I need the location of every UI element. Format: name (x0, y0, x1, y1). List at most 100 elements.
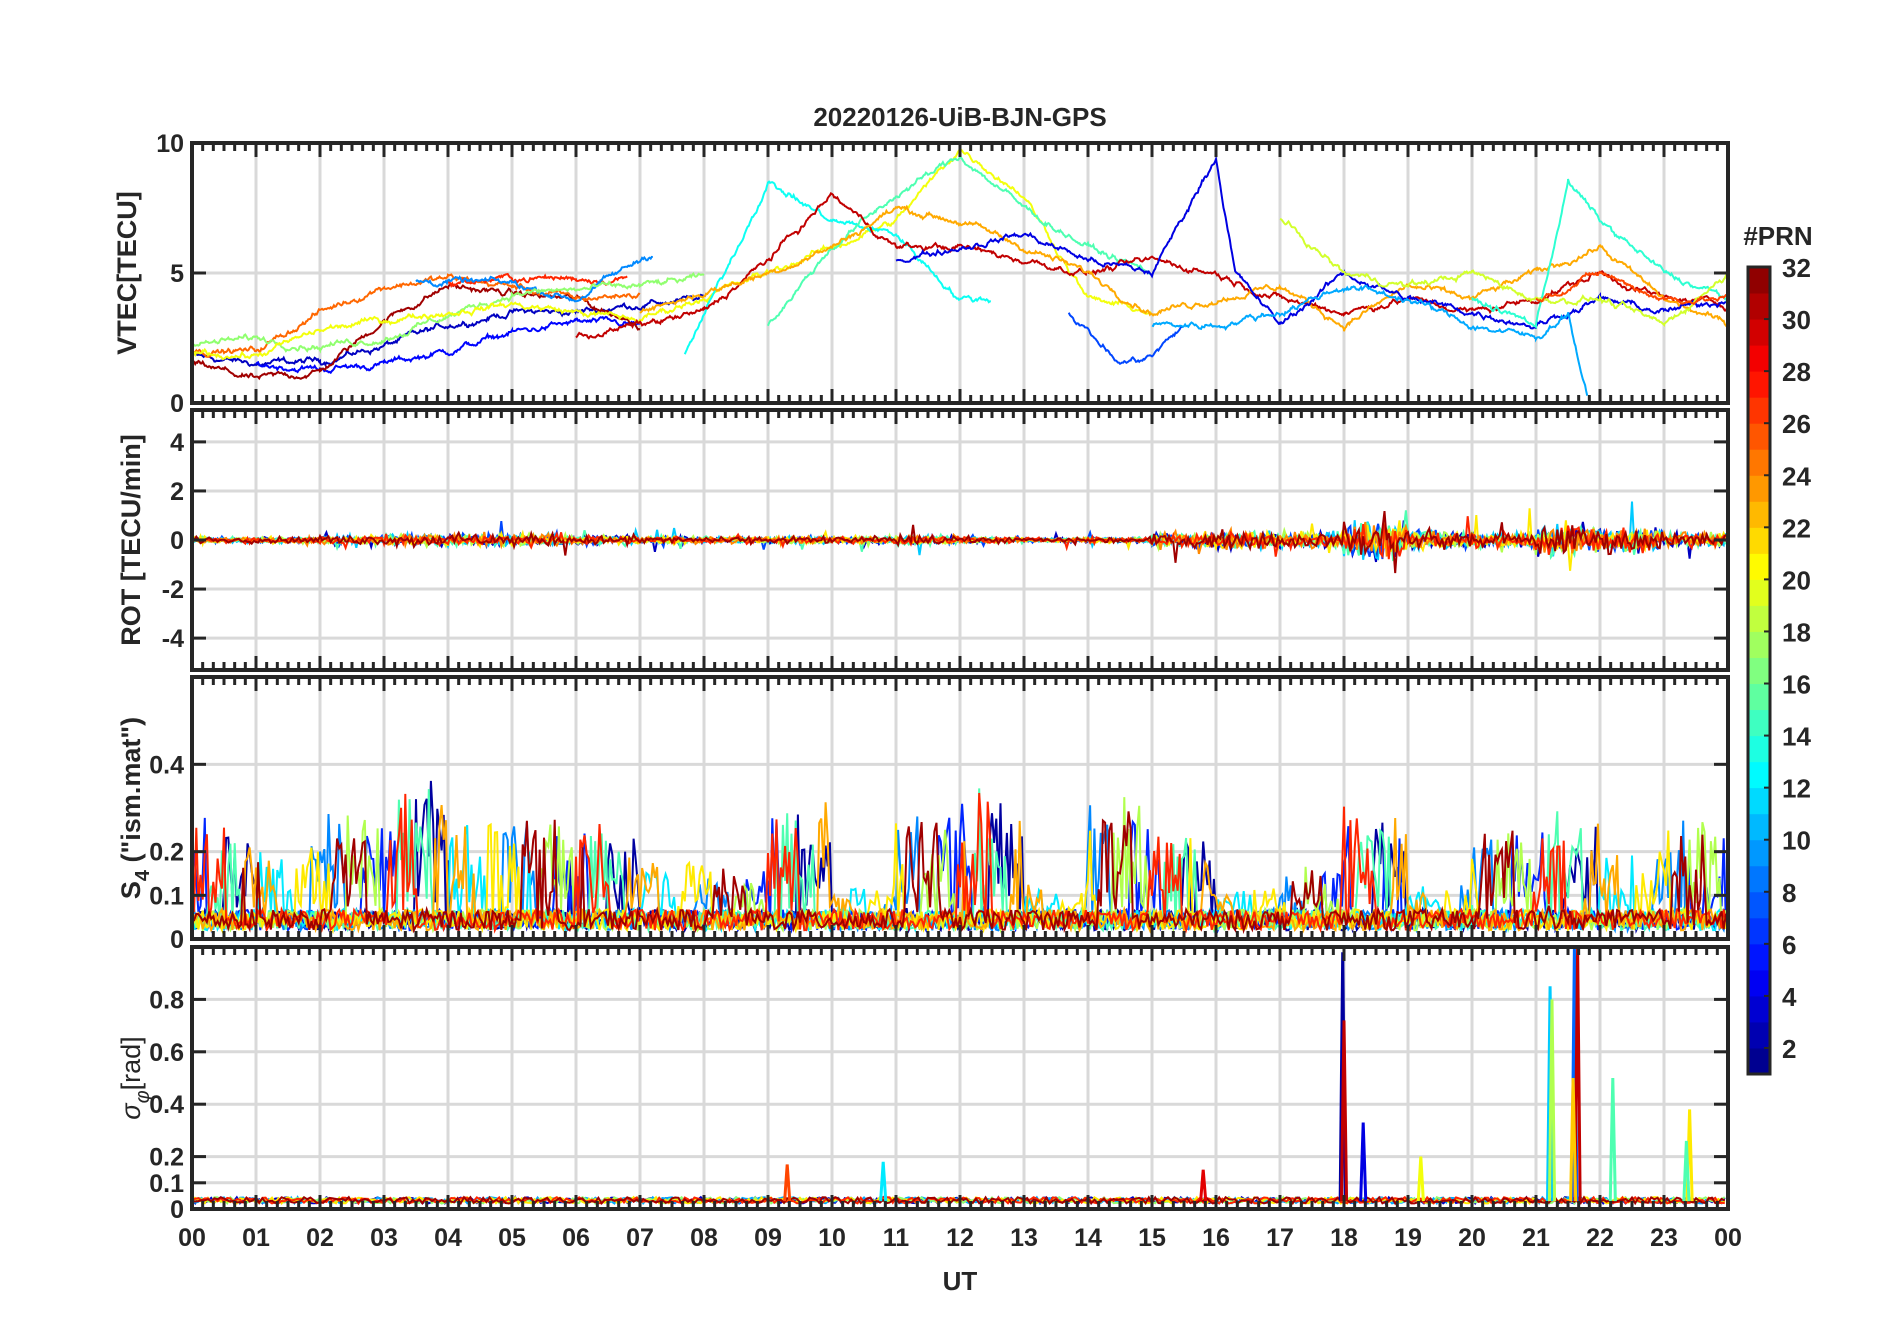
x-tick-label: 10 (818, 1224, 846, 1252)
colorbar-band (1748, 683, 1770, 711)
x-tick-label: 00 (1714, 1224, 1742, 1252)
spike-prn-22 (1569, 1077, 1578, 1202)
colorbar-band (1748, 813, 1770, 841)
colorbar-band (1748, 527, 1770, 554)
colorbar-band (1748, 787, 1770, 815)
colorbar-tick-label: 22 (1782, 513, 1811, 543)
series-group (192, 501, 1727, 574)
x-tick-label: 21 (1522, 1224, 1550, 1252)
spike-prn-12 (879, 1161, 888, 1202)
colorbar-band (1748, 293, 1770, 320)
colorbar-band (1748, 579, 1770, 606)
y-tick-label: 0.4 (149, 1091, 184, 1119)
spike-prn-29 (1199, 1169, 1208, 1202)
colorbar-tick-label: 18 (1782, 617, 1811, 647)
ylabel-rot: ROT [TECU/min] (116, 434, 146, 645)
series-prn-26 (1535, 270, 1728, 306)
ylabel-sigma-sub: φ (132, 1090, 154, 1103)
spike-prn-26 (783, 1164, 792, 1202)
chart-title: 20220126-UiB-BJN-GPS (813, 102, 1106, 132)
colorbar-band (1748, 917, 1770, 945)
y-tick-label: 0 (170, 926, 184, 954)
x-tick-label: 15 (1138, 1224, 1166, 1252)
x-tick-label: 01 (242, 1224, 270, 1252)
y-tick-label: -2 (162, 576, 184, 604)
panel-rot: -4 -2 0 2 4 (162, 408, 1730, 672)
colorbar-band (1748, 267, 1770, 294)
x-axis-label: UT (943, 1266, 978, 1296)
x-tick-label: 23 (1650, 1224, 1678, 1252)
colorbar-band (1748, 605, 1770, 632)
y-tick-label: 0.1 (149, 882, 184, 910)
x-tick-label: 14 (1074, 1224, 1102, 1252)
panel-vtec: 0 5 10 (156, 130, 1730, 418)
x-tick-label: 03 (370, 1224, 398, 1252)
series-prn-27 (192, 516, 1727, 560)
series-prn-20 (192, 148, 1152, 361)
series-prn-14 (1471, 178, 1728, 330)
panel-s4: 0 0.1 0.2 0.4 (149, 675, 1730, 954)
y-tick-label: 0.6 (149, 1039, 184, 1067)
colorbar-band (1748, 839, 1770, 867)
x-tick-label: 19 (1394, 1224, 1422, 1252)
spike-prn-20 (1416, 1156, 1425, 1202)
colorbar-band (1748, 553, 1770, 580)
colorbar-band (1748, 397, 1770, 424)
colorbar-band (1748, 891, 1770, 919)
colorbar-band (1748, 449, 1770, 476)
series-prn-31 (192, 283, 641, 381)
series-prn-13 (683, 180, 992, 355)
ylabel-s4-rest: ("ism.mat") (116, 717, 146, 870)
colorbar-band (1748, 865, 1770, 893)
spike-prn-15 (1608, 1077, 1617, 1202)
x-tick-label: 20 (1458, 1224, 1486, 1252)
colorbar-band (1748, 1021, 1770, 1049)
colorbar-band (1748, 423, 1770, 450)
x-tick-label: 08 (690, 1224, 718, 1252)
x-tick-label: 07 (626, 1224, 654, 1252)
colorbar-tick-label: 28 (1782, 357, 1811, 387)
axes-frame (190, 675, 1730, 941)
ylabel-vtec: VTEC[TECU] (112, 191, 142, 355)
y-tick-label: 0.2 (149, 1144, 184, 1172)
spike-prn-18 (1547, 999, 1557, 1202)
ylabel-s4-main: S (116, 881, 146, 899)
x-tick-label: 02 (306, 1224, 334, 1252)
colorbar-tick-label: 14 (1782, 722, 1811, 752)
x-tick-label: 18 (1330, 1224, 1358, 1252)
colorbar-tick-label: 4 (1782, 982, 1797, 1012)
x-tick-label: 05 (498, 1224, 526, 1252)
x-tick-label: 22 (1586, 1224, 1614, 1252)
colorbar-band (1748, 345, 1770, 372)
series-prn-19 (1279, 217, 1728, 328)
colorbar-band (1748, 371, 1770, 398)
colorbar-band (1748, 1047, 1770, 1075)
colorbar-tick-label: 16 (1782, 670, 1811, 700)
colorbar-label: #PRN (1743, 221, 1812, 251)
colorbar-band (1748, 709, 1770, 737)
colorbar-tick-label: 26 (1782, 409, 1811, 439)
x-tick-label: 04 (434, 1224, 462, 1252)
panel-sigma_phi: 00.10.2 0.4 0.6 0.8 (149, 945, 1730, 1224)
x-tick-labels: 00 01 02 03 04 05 06 07 08 09 10 11 12 13 14 15 16 17 18 19… (178, 1224, 1742, 1252)
ylabel-s4: S4 ("ism.mat") (116, 717, 154, 899)
colorbar-band (1748, 969, 1770, 997)
colorbar-band (1748, 475, 1770, 502)
y-tick-label: 0 (170, 390, 184, 418)
series-prn-4 (895, 155, 1728, 330)
y-tick-label: 4 (170, 429, 184, 457)
ylabel-sigma-rest: [rad] (116, 1036, 146, 1090)
ylabel-sigma-main: σ (116, 1102, 146, 1120)
series-prn-31 (192, 811, 1727, 935)
series-prn-23 (639, 204, 1728, 332)
y-tick-label: 5 (170, 260, 184, 288)
series-prn-15 (767, 156, 1152, 327)
colorbar-tick-label: 20 (1782, 565, 1811, 595)
series-group (192, 148, 1728, 396)
spike-prn-30 (1573, 947, 1582, 1202)
series-prn-31 (192, 510, 1727, 574)
series-prn-30 (575, 192, 1728, 340)
